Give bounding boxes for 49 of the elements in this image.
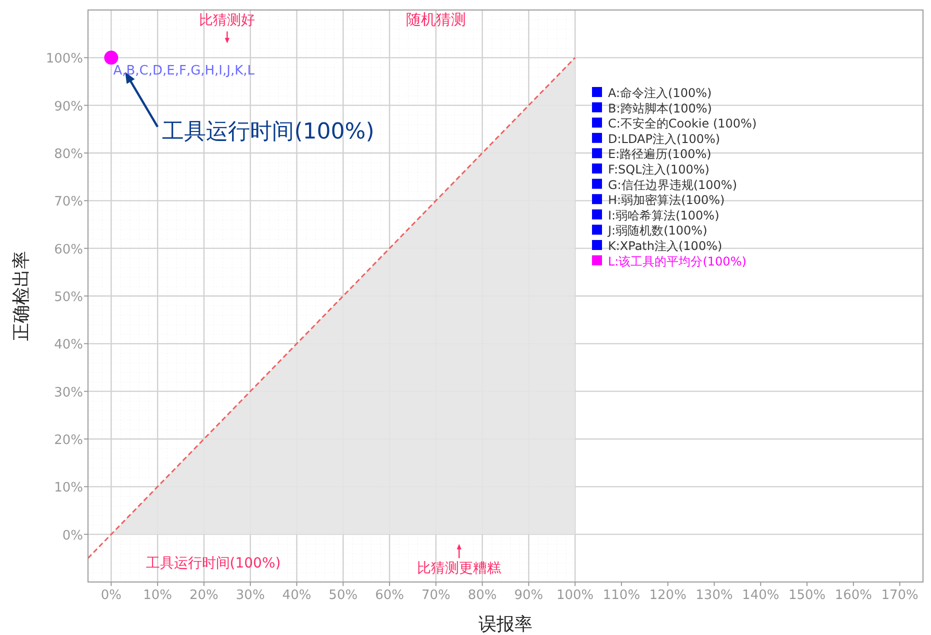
- y-tick-label: 100%: [46, 52, 83, 67]
- legend-label: E:路径遍历(100%): [608, 147, 712, 162]
- x-tick-label: 150%: [788, 588, 826, 603]
- x-tick-label: 140%: [742, 588, 780, 603]
- y-tick-label: 10%: [54, 480, 83, 496]
- y-tick-label: 90%: [54, 99, 83, 114]
- x-tick-label: 80%: [468, 588, 497, 603]
- legend-label: A:命令注入(100%): [608, 86, 712, 100]
- y-tick-label: 40%: [54, 338, 83, 353]
- legend-label: J:弱随机数(100%): [607, 224, 708, 238]
- legend-label: F:SQL注入(100%): [608, 162, 710, 176]
- x-tick-label: 20%: [190, 588, 218, 603]
- x-tick-label: 130%: [696, 588, 733, 603]
- annotation: 工具运行时间(100%): [146, 556, 281, 572]
- legend-label: H:弱加密算法(100%): [608, 193, 725, 208]
- legend-label: L:该工具的平均分(100%): [608, 254, 746, 268]
- x-tick-label: 50%: [328, 588, 358, 603]
- y-axis-title: 正确检出率: [11, 251, 32, 341]
- x-tick-label: 0%: [100, 588, 122, 603]
- legend-label: I:弱哈希算法(100%): [608, 208, 720, 222]
- x-tick-label: 110%: [602, 588, 640, 603]
- x-tick-label: 70%: [421, 588, 450, 603]
- annotation: 随机猜测: [406, 10, 466, 28]
- y-tick-label: 30%: [54, 385, 83, 400]
- x-tick-label: 90%: [514, 588, 544, 603]
- y-tick-label: 50%: [54, 290, 83, 305]
- legend-label: D:LDAP注入(100%): [608, 132, 720, 146]
- annotation: 比猜测好: [199, 12, 256, 28]
- legend-label: C:不安全的Cookie (100%): [608, 116, 757, 131]
- annotation: A,B,C,D,E,F,G,H,I,J,K,L: [113, 64, 255, 79]
- x-tick-label: 40%: [282, 588, 312, 603]
- x-tick-label: 120%: [649, 588, 686, 603]
- x-tick-label: 30%: [236, 588, 265, 603]
- y-tick-label: 60%: [54, 242, 83, 258]
- x-tick-label: 60%: [375, 588, 404, 603]
- x-axis-title: 误报率: [478, 614, 532, 635]
- x-tick-label: 10%: [143, 588, 172, 603]
- y-tick-label: 80%: [54, 147, 83, 162]
- y-tick-label: 20%: [54, 433, 83, 448]
- legend-label: B:跨站脚本(100%): [608, 101, 712, 116]
- y-tick-label: 0%: [62, 528, 83, 544]
- annotation: 工具运行时间(100%): [162, 120, 374, 145]
- annotation: 比猜测更糟糕: [417, 560, 502, 576]
- legend-label: K:XPath注入(100%): [608, 239, 722, 253]
- y-tick-label: 70%: [54, 194, 83, 210]
- x-tick-label: 100%: [556, 588, 594, 603]
- legend-label: G:信任边界违规(100%): [608, 178, 738, 192]
- x-tick-label: 160%: [834, 588, 872, 603]
- x-tick-label: 170%: [881, 588, 918, 603]
